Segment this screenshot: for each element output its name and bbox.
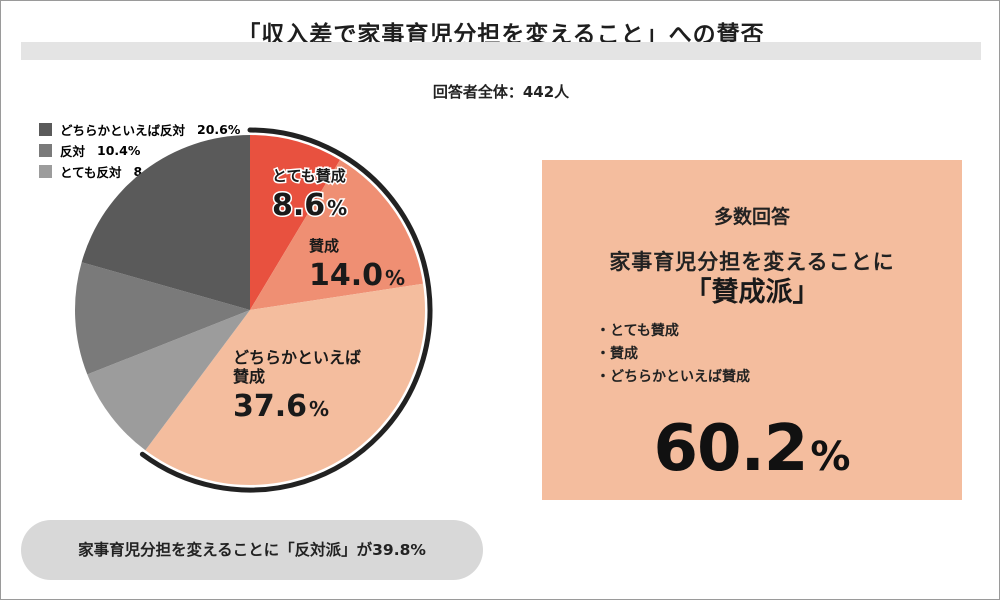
- pie-slice-5: [75, 262, 250, 375]
- pie-slice-3: [145, 283, 425, 486]
- slice-label-name: 賛成: [309, 237, 339, 255]
- agree-group-outline-arc: [139, 127, 433, 493]
- panel-total: 60.2%: [542, 412, 962, 486]
- legend-swatch-very-disagree: [39, 165, 52, 178]
- legend-label: どちらかといえば反対: [60, 123, 186, 138]
- slice-label-name: とても賛成: [272, 167, 346, 185]
- slice-label-name: 賛成: [233, 367, 265, 386]
- panel-emphasis: 「賛成派」: [684, 277, 820, 308]
- respondent-count: 回答者全体：442人: [432, 83, 570, 101]
- opposition-summary-pill: 家事育児分担を変えることに「反対派」が39.8%: [21, 520, 483, 580]
- legend-label: とても反対: [60, 165, 122, 180]
- legend-item-somewhat-disagree: どちらかといえば反対 20.6%: [39, 119, 240, 140]
- majority-summary-panel: 多数回答 家事育児分担を変えることに 「賛成派」 ・とても賛成 ・賛成 ・どちら…: [542, 160, 962, 500]
- pie-slice-1: [250, 135, 341, 310]
- panel-item: ・とても賛成: [596, 323, 679, 339]
- legend-value: 20.6%: [197, 122, 241, 137]
- legend-swatch-somewhat-disagree: [39, 123, 52, 136]
- panel-total-unit: %: [810, 434, 851, 480]
- pie-slice-2: [250, 159, 424, 310]
- pie-slice-6: [81, 135, 250, 310]
- pie-slice-4: [87, 310, 250, 451]
- slice-label-value: 8.6%: [272, 188, 347, 223]
- legend-swatch-disagree: [39, 144, 52, 157]
- slice-label-name: どちらかといえば: [233, 348, 361, 367]
- slice-label-value: 14.0%: [309, 258, 405, 293]
- panel-heading: 多数回答: [713, 206, 790, 228]
- slice-label-value: 37.6%: [233, 389, 329, 424]
- panel-statement: 家事育児分担を変えることに: [609, 250, 895, 274]
- title-underline-bar: [21, 42, 981, 60]
- panel-item: ・賛成: [596, 346, 638, 362]
- legend-item-disagree: 反対 10.4%: [39, 140, 240, 161]
- legend-label: 反対: [60, 144, 86, 159]
- panel-item: ・どちらかといえば賛成: [596, 369, 750, 385]
- panel-total-value: 60.2: [653, 412, 809, 486]
- legend-value: 10.4%: [97, 143, 141, 158]
- panel-item-list: ・とても賛成 ・賛成 ・どちらかといえば賛成: [596, 320, 750, 389]
